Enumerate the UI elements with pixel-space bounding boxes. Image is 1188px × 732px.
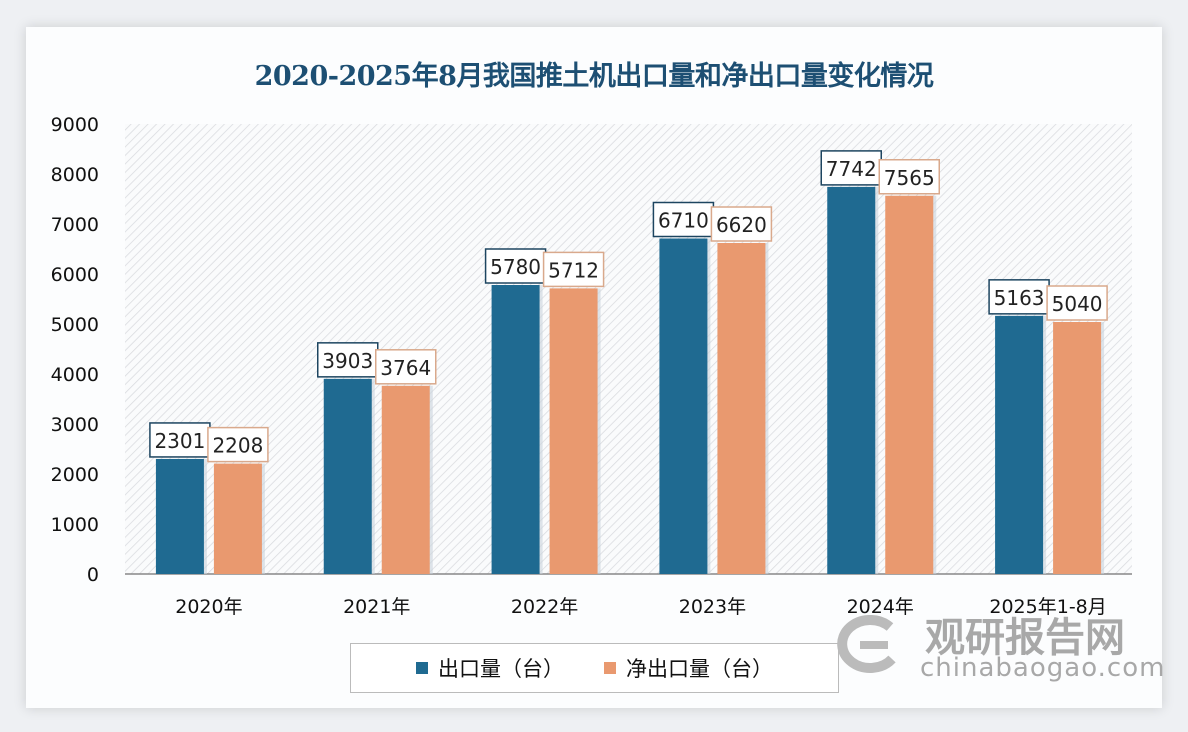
bar-export: [827, 186, 876, 574]
data-label-box: [375, 349, 437, 385]
y-tick-label: 2000: [51, 464, 99, 486]
data-label: 3903: [322, 349, 373, 373]
bar-net-export: [213, 463, 262, 574]
y-tick-label: 0: [87, 564, 99, 586]
legend-item-net-export: 净出口量（台）: [604, 653, 773, 683]
legend-item-export: 出口量（台）: [416, 653, 564, 683]
data-label: 5163: [994, 286, 1045, 310]
y-tick-label: 1000: [51, 514, 99, 536]
y-tick-label: 6000: [51, 264, 99, 286]
bar-net-export: [1053, 322, 1102, 574]
data-label: 6710: [658, 209, 709, 233]
data-label-box: [878, 159, 940, 195]
data-label-box: [1046, 285, 1108, 321]
y-tick-label: 5000: [51, 314, 99, 336]
legend-label-export: 出口量（台）: [438, 657, 564, 681]
y-tick-label: 8000: [51, 164, 99, 186]
y-tick-label: 7000: [51, 214, 99, 236]
data-label: 5780: [490, 255, 541, 279]
bar-export: [323, 378, 372, 574]
watermark-en: chinabaogao.com: [920, 653, 1166, 683]
data-label-box: [710, 206, 773, 242]
data-label: 2301: [154, 429, 205, 453]
watermark-cn: 观研报告网: [925, 615, 1125, 661]
x-tick-label: 2023年: [679, 596, 746, 618]
data-label-box: [988, 279, 1050, 315]
bar-export: [491, 285, 540, 574]
legend: 出口量（台） 净出口量（台）: [350, 643, 839, 693]
data-label: 3764: [380, 356, 431, 380]
data-label-box: [317, 342, 379, 378]
chart-title: 2020-2025年8月我国推土机出口量和净出口量变化情况: [254, 61, 934, 92]
y-tick-label: 9000: [51, 114, 99, 136]
data-label-box: [542, 251, 605, 288]
data-label-box: [652, 201, 715, 238]
y-tick-label: 3000: [51, 414, 99, 436]
data-label: 7742: [826, 157, 877, 181]
x-tick-label: 2021年: [343, 596, 410, 618]
bar-export: [995, 315, 1044, 574]
bar-net-export: [549, 288, 598, 574]
x-tick-label: 2022年: [511, 596, 578, 618]
x-tick-label: 2024年: [847, 596, 914, 618]
plot-area: [125, 124, 1132, 574]
data-label: 6620: [716, 213, 767, 237]
bar-net-export: [381, 385, 430, 574]
data-label: 5712: [548, 258, 599, 282]
x-tick-label: 2025年1-8月: [989, 596, 1106, 618]
bar-net-export: [885, 195, 934, 574]
legend-swatch-export: [416, 662, 428, 674]
data-label: 2208: [212, 434, 263, 458]
bar-export: [155, 458, 204, 574]
y-tick-label: 4000: [51, 364, 99, 386]
data-label-box: [484, 248, 547, 284]
watermark-logo-icon: [837, 615, 896, 673]
data-label: 5040: [1052, 292, 1103, 316]
data-label-box: [820, 150, 882, 186]
data-label-box: [207, 426, 269, 463]
legend-swatch-net-export: [604, 662, 616, 674]
bar-net-export: [717, 243, 766, 574]
bar-export: [659, 238, 708, 574]
legend-label-net-export: 净出口量（台）: [626, 657, 773, 681]
data-label: 7565: [884, 166, 935, 190]
x-tick-label: 2020年: [175, 596, 242, 618]
